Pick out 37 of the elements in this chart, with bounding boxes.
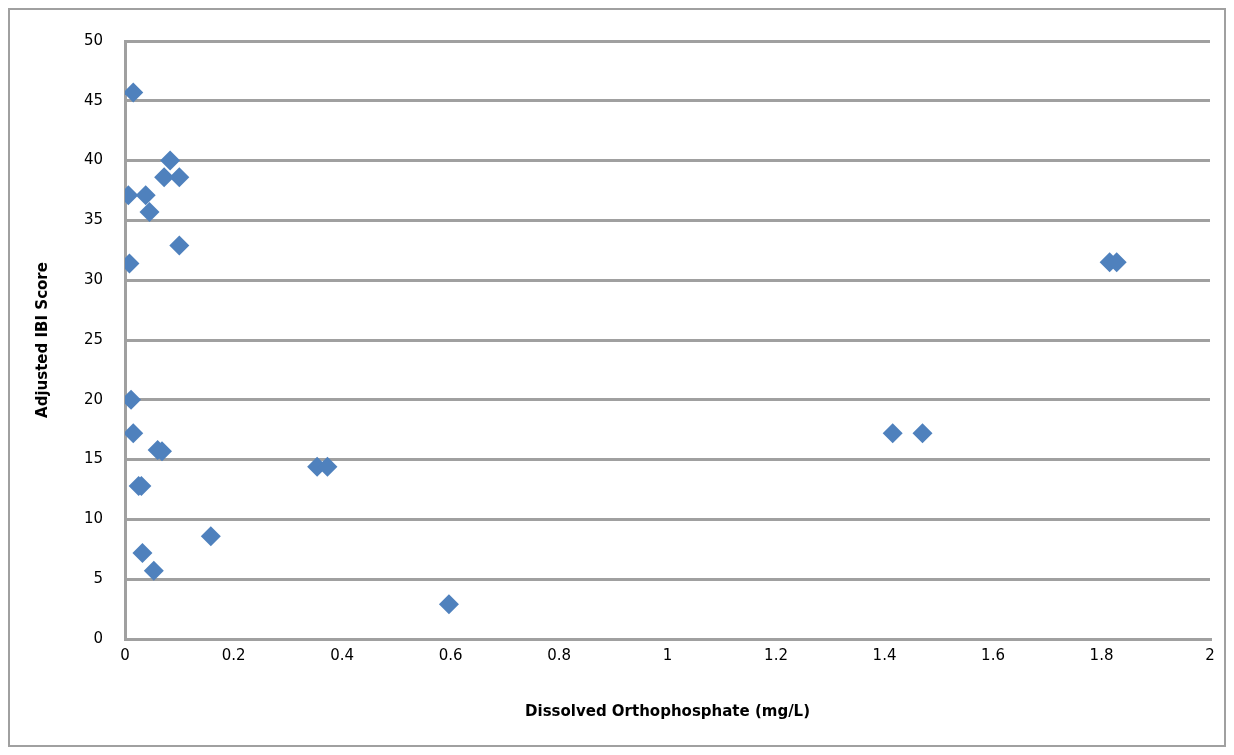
point: [143, 560, 164, 581]
y-tick-label: 30: [83, 270, 104, 289]
x-tick-label: 1.6: [981, 645, 1005, 664]
y-tick-label: 10: [83, 509, 104, 528]
x-axis-title: Dissolved Orthophosphate (mg/L): [525, 701, 811, 720]
x-tick-label: 0.8: [547, 645, 571, 664]
point: [438, 594, 459, 615]
x-tick-label: 1: [662, 645, 673, 664]
x-tick-label: 0.2: [221, 645, 246, 664]
x-tick-label: 0: [120, 645, 130, 664]
x-tick-label: 1.2: [764, 645, 788, 664]
y-tick-label: 5: [93, 569, 104, 588]
x-tick-label: 1.4: [872, 645, 897, 664]
y-tick-label: 25: [83, 329, 104, 348]
point: [882, 423, 903, 444]
x-tick-label: 1.8: [1089, 645, 1114, 664]
point: [160, 150, 181, 171]
y-tick-label: 0: [93, 628, 104, 647]
point: [139, 202, 160, 223]
y-axis-title: Adjusted IBI Score: [32, 262, 51, 418]
x-tick-label: 0.4: [330, 645, 354, 664]
point: [125, 423, 144, 444]
point: [135, 185, 156, 206]
point: [169, 167, 190, 188]
point: [200, 526, 221, 547]
point: [912, 423, 933, 444]
y-tick-label: 20: [83, 389, 104, 408]
point: [125, 82, 144, 103]
y-tick-label: 45: [83, 90, 104, 109]
point: [169, 235, 190, 256]
y-tick-label: 35: [83, 210, 104, 229]
y-tick-label: 40: [83, 150, 104, 169]
x-tick-label: 0.6: [438, 645, 463, 664]
y-tick-label: 15: [83, 449, 104, 468]
y-tick-label: 50: [83, 30, 104, 49]
x-tick-label: 2: [1205, 645, 1215, 664]
point: [132, 542, 153, 563]
